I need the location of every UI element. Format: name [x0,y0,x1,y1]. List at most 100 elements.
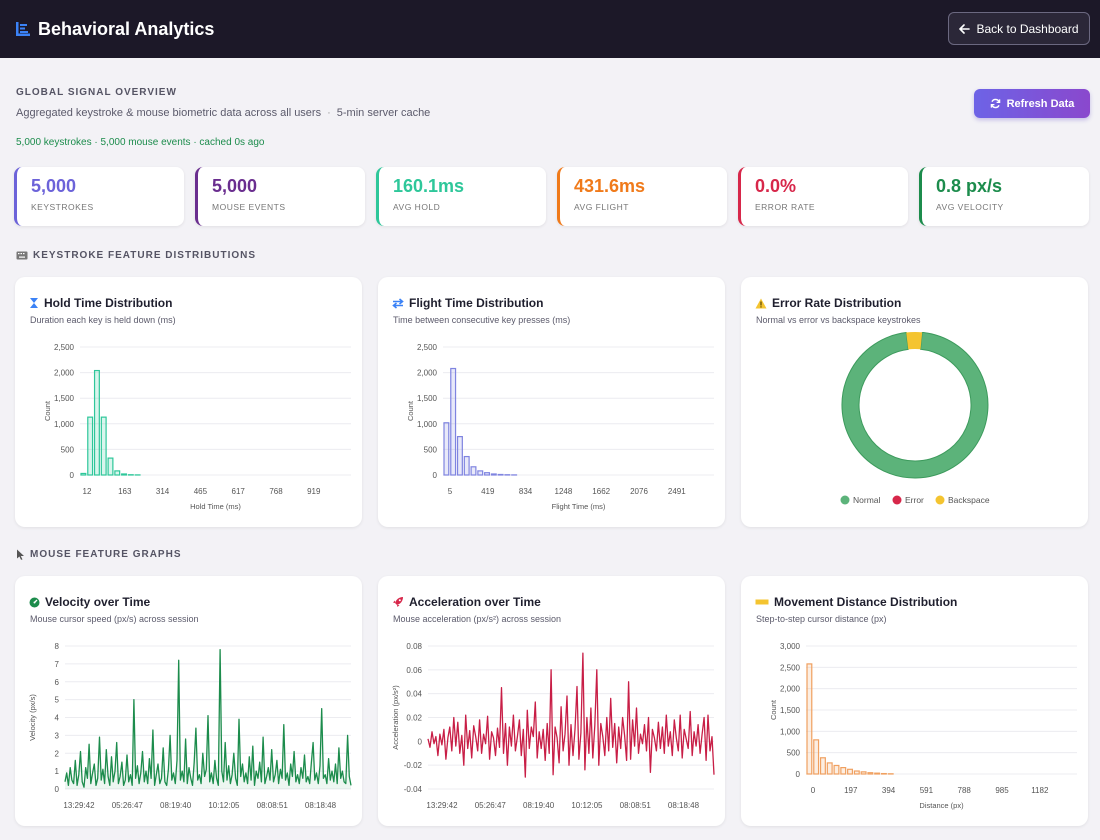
stat-value: 0.0% [755,176,797,196]
y-tick-label: 3,000 [780,642,801,651]
x-tick-label: 197 [844,786,858,795]
legend-label: Normal [853,495,881,505]
x-tick-label: 10:12:05 [571,801,603,810]
velocity-subtitle: Mouse cursor speed (px/s) across session [30,614,199,624]
histogram-bar [847,768,854,775]
legend-swatch [840,495,850,505]
separator-dot: · [327,107,331,119]
y-axis-title: Acceleration (px/s²) [391,685,400,750]
y-tick-label: 500 [61,445,75,454]
overview-heading: GLOBAL SIGNAL OVERVIEW [16,87,177,98]
histogram-bar [477,470,484,476]
y-tick-label: 5 [55,696,60,705]
keystroke-section-label: KEYSTROKE FEATURE DISTRIBUTIONS [33,250,257,261]
y-axis-title: Count [43,400,52,421]
stat-card-avg-hold: 160.1ms Avg hold [376,167,546,226]
legend-label: Error [905,495,924,505]
distance-card: Movement Distance Distribution Step-to-s… [741,576,1088,826]
stat-value: 431.6ms [574,176,646,196]
y-tick-label: 0.04 [406,690,422,699]
histogram-bar [867,772,874,775]
y-tick-label: 0.08 [406,642,422,651]
top-bar: Behavioral Analytics Back to Dashboard [0,0,1100,58]
histogram-bar [826,762,833,775]
stat-label: Avg flight [574,202,629,212]
x-tick-label: 591 [920,786,934,795]
x-tick-label: 08:19:40 [523,801,555,810]
y-tick-label: 0.02 [406,714,422,723]
stat-card-error-rate: 0.0% Error rate [738,167,908,226]
overview-cache-text: 5-min server cache [336,107,431,119]
x-tick-label: 12 [83,487,92,496]
refresh-button-label: Refresh Data [1006,97,1075,110]
error-rate-title-text: Error Rate Distribution [772,296,902,310]
stat-label: Keystrokes [31,202,94,212]
stat-label: Avg velocity [936,202,1004,212]
flight-time-chart: 0 500 1,000 1,500 2,000 2,500 5 419 834 1248 1662 2… [406,343,714,511]
swap-arrows-icon [392,297,404,309]
refresh-icon [990,98,1000,109]
overview-description-text: Aggregated keystroke & mouse biometric d… [16,107,322,119]
distance-chart: 0 500 1,000 1,500 2,000 2,500 3,000 0 197 394 591 7… [769,642,1077,810]
stat-value: 5,000 [212,176,258,196]
legend-swatch [935,495,945,505]
overview-description: Aggregated keystroke & mouse biometric d… [16,107,430,119]
y-tick-label: 1,000 [780,727,801,736]
x-tick-label: 985 [995,786,1009,795]
acceleration-chart: -0.04 -0.02 0 0.02 0.04 0.06 0.08 13:29:42 05:26… [391,642,715,810]
histogram-bar [853,770,860,775]
histogram-bar [813,739,820,775]
histogram-bar [497,473,504,476]
back-to-dashboard-button[interactable]: Back to Dashboard [948,12,1090,45]
x-tick-label: 08:18:48 [305,801,337,810]
hourglass-icon [30,298,38,308]
histogram-bar [114,470,121,476]
histogram-bar [490,473,497,476]
y-tick-label: 3 [55,731,60,740]
y-tick-label: -0.02 [404,761,423,770]
overview-status: 5,000 keystrokes · 5,000 mouse events · … [16,137,265,148]
histogram-bar [819,757,826,775]
histogram-bar [100,416,107,476]
x-tick-label: 08:18:48 [668,801,700,810]
velocity-title-text: Velocity over Time [45,595,151,609]
speedometer-icon [29,597,40,607]
y-tick-label: 0 [418,737,423,746]
series-line [427,652,715,778]
histogram-bar [840,767,847,775]
x-tick-label: 2491 [668,487,686,496]
stat-value: 0.8 px/s [936,176,1003,196]
histogram-bar [87,416,94,476]
y-tick-label: 2,000 [780,685,801,694]
stat-label: Avg hold [393,202,441,212]
histogram-bar [860,771,867,775]
y-tick-label: 0.06 [406,666,422,675]
y-tick-label: 1 [55,767,60,776]
x-tick-label: 08:08:51 [257,801,289,810]
stat-card-keystrokes: 5,000 Keystrokes [14,167,184,226]
flight-time-subtitle: Time between consecutive key presses (ms… [393,315,571,325]
error-rate-chart: Normal Error Backspace [840,332,990,505]
x-tick-label: 788 [958,786,972,795]
error-rate-card: Error Rate Distribution Normal vs error … [741,277,1088,527]
x-tick-label: 05:26:47 [475,801,507,810]
x-tick-label: 419 [481,487,495,496]
velocity-chart: 0 1 2 3 4 5 6 7 8 13:29:42 05:26:47 08:19:40 10:12:0… [28,642,352,810]
histogram-bar [833,764,840,775]
stat-card-avg-flight: 431.6ms Avg flight [557,167,727,226]
stat-card-mouse-events: 5,000 Mouse events [195,167,365,226]
histogram-bar [456,435,463,476]
x-tick-label: 0 [811,786,816,795]
stat-value: 160.1ms [393,176,465,196]
stat-card-avg-velocity: 0.8 px/s Avg velocity [919,167,1089,226]
y-tick-label: 7 [55,660,60,669]
refresh-data-button[interactable]: Refresh Data [974,89,1090,118]
y-tick-label: 0 [55,785,60,794]
histogram-bar [443,422,450,476]
y-tick-label: -0.04 [404,785,423,794]
x-tick-label: 08:08:51 [620,801,652,810]
donut-slice [906,332,923,350]
x-tick-label: 10:12:05 [208,801,240,810]
flight-time-title-text: Flight Time Distribution [409,296,544,310]
rocket-icon [393,597,403,607]
